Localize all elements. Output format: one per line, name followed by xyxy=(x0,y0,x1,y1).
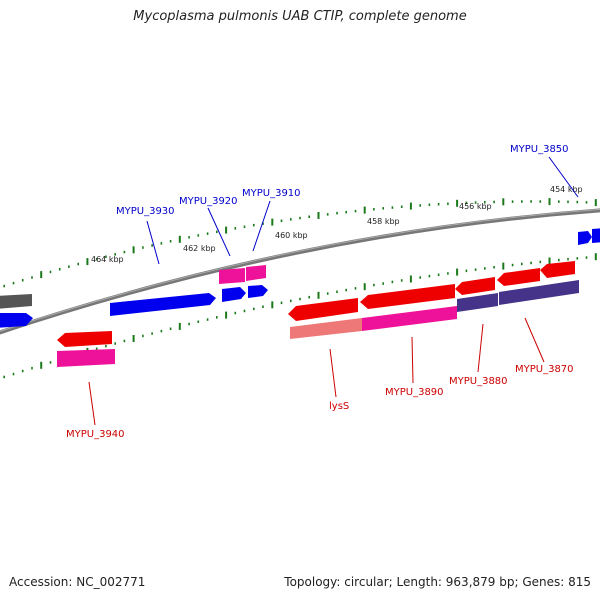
inner-tick-track xyxy=(3,253,597,379)
gene-mypu-3940-pink[interactable] xyxy=(57,349,115,367)
gene-mypu-3890-pink[interactable] xyxy=(362,306,457,331)
accession-text: Accession: NC_002771 xyxy=(9,575,146,589)
label-mypu-3870[interactable]: MYPU_3870 xyxy=(515,364,574,375)
gene-mypu-3920-b[interactable] xyxy=(248,285,268,298)
gene-left-gray[interactable] xyxy=(0,294,32,309)
gene-mypu-3920[interactable] xyxy=(219,268,245,284)
label-mypu-3930[interactable]: MYPU_3930 xyxy=(116,206,175,217)
label-mypu-3880[interactable]: MYPU_3880 xyxy=(449,376,508,387)
gene-right-edge-blue[interactable] xyxy=(592,228,600,243)
forward-genes xyxy=(0,228,600,328)
label-mypu-3920[interactable]: MYPU_3920 xyxy=(179,196,238,207)
gene-mypu-3920-a[interactable] xyxy=(222,287,246,302)
label-lyss[interactable]: lysS xyxy=(329,401,349,412)
gene-mypu-3910[interactable] xyxy=(246,265,266,281)
gene-lyss-track[interactable] xyxy=(290,318,362,339)
label-mypu-3850[interactable]: MYPU_3850 xyxy=(510,144,569,155)
label-connectors xyxy=(88,156,579,426)
gene-mypu-3940[interactable] xyxy=(57,331,112,347)
outer-tick-track xyxy=(3,198,597,288)
label-mypu-3940[interactable]: MYPU_3940 xyxy=(66,429,125,440)
scale-label-458: 458 kbp xyxy=(367,217,400,226)
scale-label-454: 454 kbp xyxy=(550,185,583,194)
map-title: Mycoplasma pulmonis UAB CTIP, complete g… xyxy=(133,9,467,24)
gene-left-blue-fwd[interactable] xyxy=(0,313,33,328)
gene-mypu-3870-b[interactable] xyxy=(540,261,575,278)
gene-mypu-3850[interactable] xyxy=(578,231,592,245)
scale-label-460: 460 kbp xyxy=(275,231,308,240)
scale-label-464: 464 kbp xyxy=(91,255,124,264)
genome-backbone xyxy=(0,208,600,335)
gene-mypu-3930[interactable] xyxy=(110,293,216,316)
gene-lyss[interactable] xyxy=(288,298,358,321)
gene-mypu-3880-navy[interactable] xyxy=(457,293,498,312)
scale-label-462: 462 kbp xyxy=(183,244,216,253)
gene-mypu-3870-a[interactable] xyxy=(497,268,540,286)
genome-backbone-highlight xyxy=(0,208,600,332)
scale-label-456: 456 kbp xyxy=(459,202,492,211)
reverse-genes xyxy=(57,261,579,367)
gene-mypu-3880[interactable] xyxy=(455,277,495,295)
topology-text: Topology: circular; Length: 963,879 bp; … xyxy=(284,575,591,589)
gene-mypu-3890[interactable] xyxy=(360,284,455,309)
label-mypu-3890[interactable]: MYPU_3890 xyxy=(385,387,444,398)
gene-mypu-3870-navy[interactable] xyxy=(499,280,579,305)
label-mypu-3910[interactable]: MYPU_3910 xyxy=(242,188,301,199)
